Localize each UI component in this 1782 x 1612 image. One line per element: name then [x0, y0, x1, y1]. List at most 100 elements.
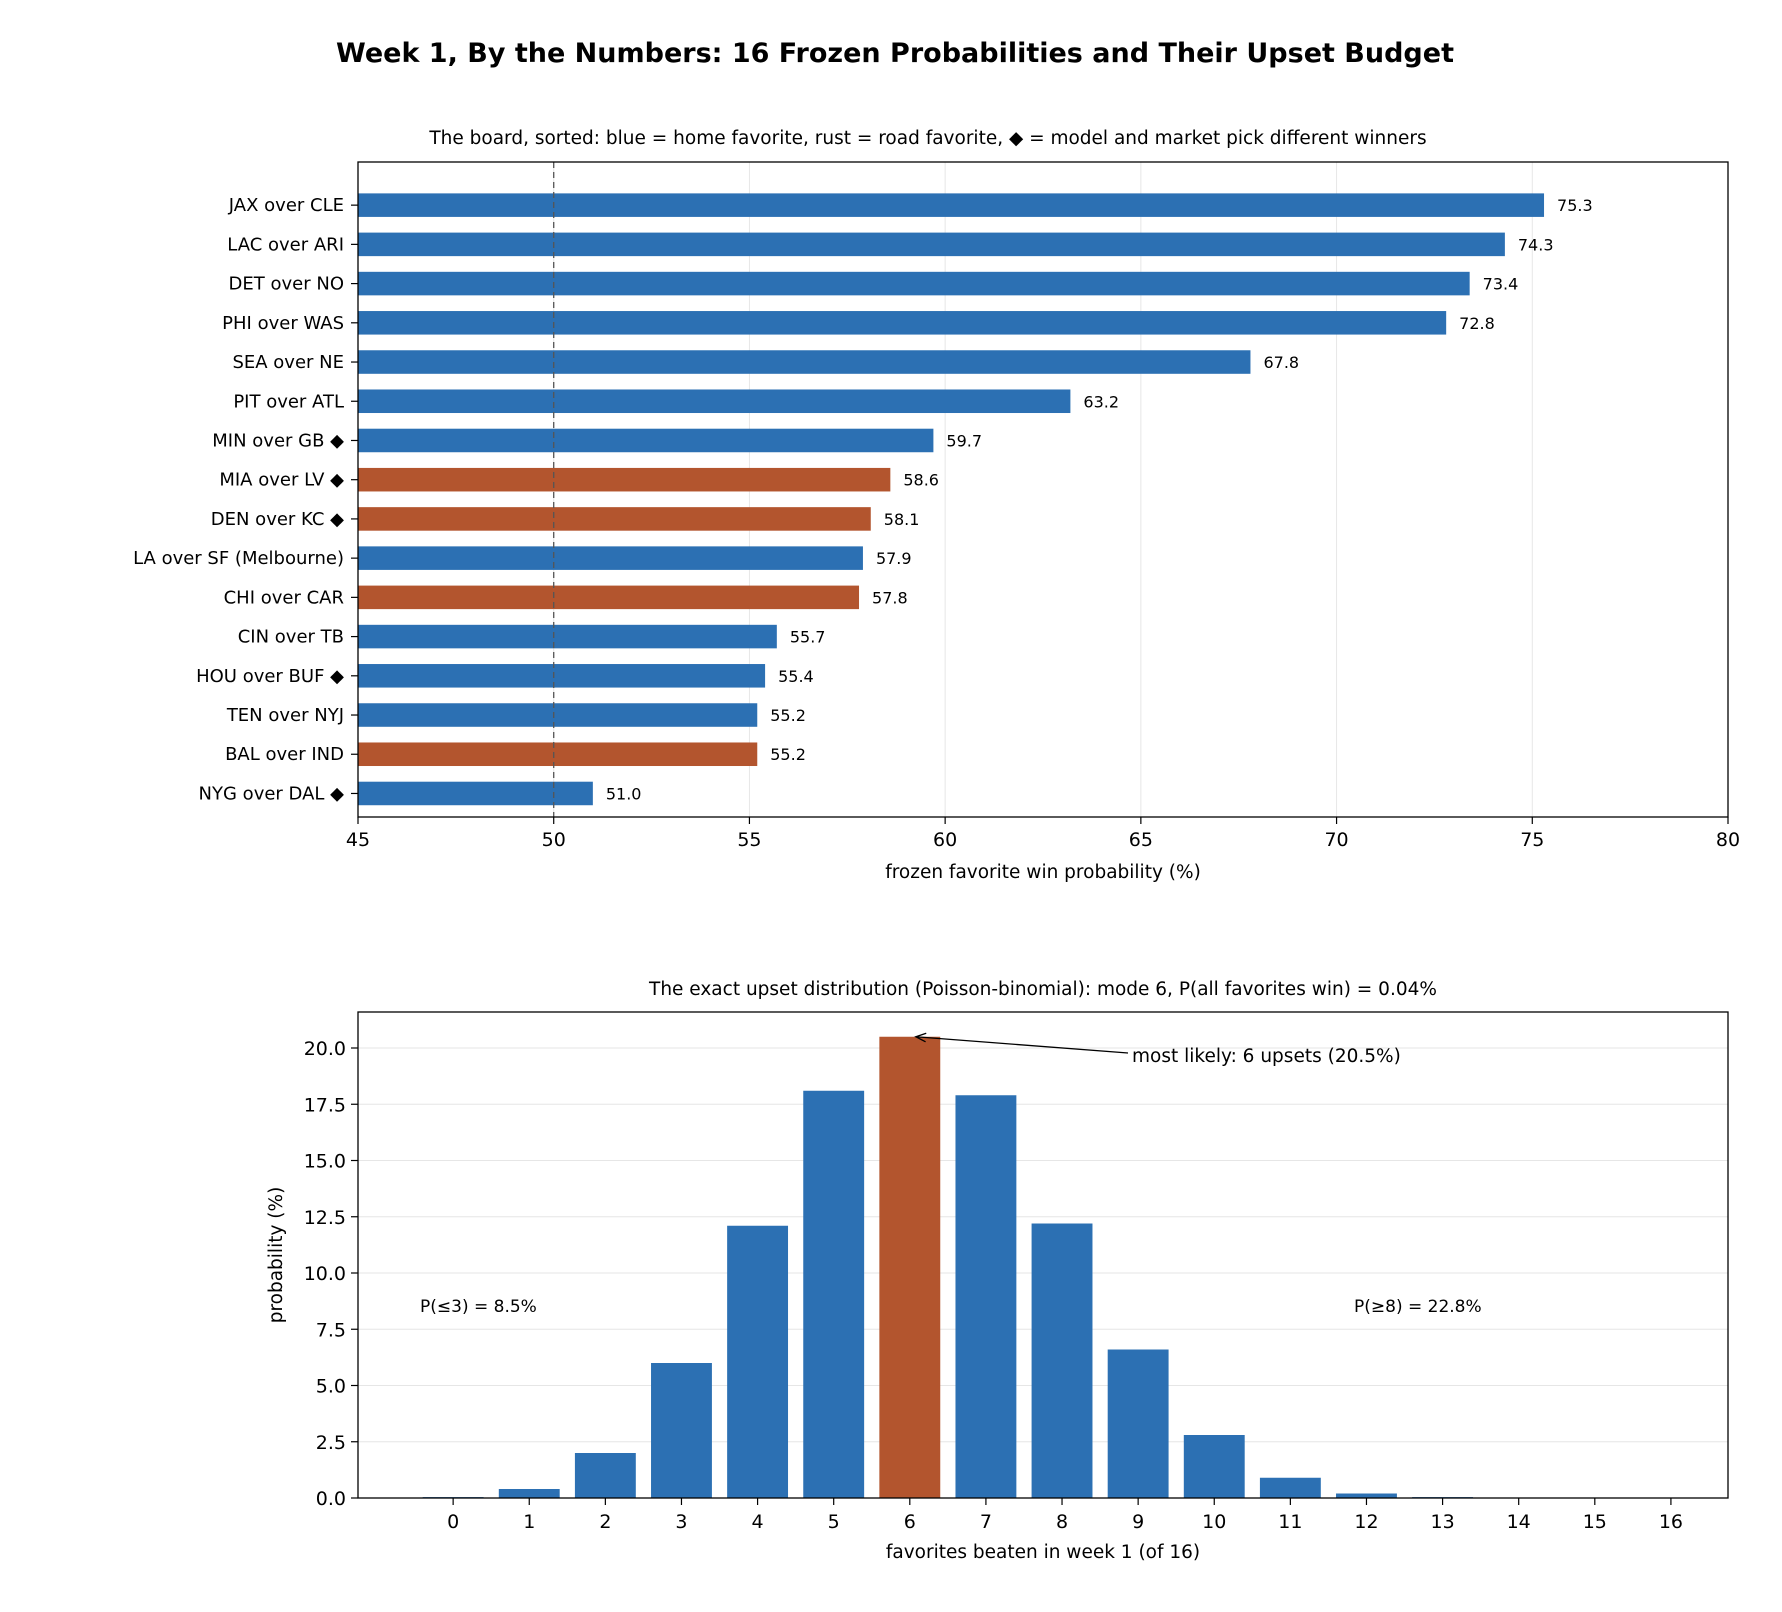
- bar-value-label: 67.8: [1263, 353, 1299, 372]
- top-category-labels: JAX over CLE LAC over ARI DET over NO PHI o…: [133, 195, 358, 804]
- bottom-bars: [422, 1036, 1550, 1498]
- bar-value-label: 58.1: [884, 510, 920, 529]
- top-plot-frame: [357, 161, 1729, 818]
- category-label: DEN over KC ◆: [211, 509, 344, 530]
- bar-12: [358, 664, 766, 688]
- top-chart-title: The board, sorted: blue = home favorite,…: [428, 128, 1426, 149]
- bar-value-label: 57.8: [872, 588, 908, 607]
- bar-4: [358, 350, 1251, 374]
- bar-5: [358, 389, 1071, 414]
- bar-1: [358, 232, 1505, 257]
- bottom-y-tick-label: 17.5: [304, 1094, 346, 1116]
- upset-bar-2: [574, 1453, 636, 1498]
- upset-bar-7: [955, 1095, 1017, 1498]
- category-label: BAL over IND: [225, 744, 344, 765]
- bottom-x-tick-label: 6: [904, 1511, 916, 1533]
- top-x-tick-label: 75: [1520, 829, 1544, 851]
- category-label: DET over NO: [229, 274, 344, 295]
- bottom-x-tick-label: 2: [599, 1511, 611, 1533]
- bottom-x-tick-label: 13: [1430, 1511, 1454, 1533]
- bar-11: [358, 624, 777, 649]
- upset-bar-11: [1259, 1477, 1321, 1498]
- bar-9: [358, 546, 863, 570]
- bar-3: [358, 311, 1447, 335]
- bar-value-label: 72.8: [1459, 314, 1495, 333]
- bottom-x-tick-label: 4: [752, 1511, 764, 1533]
- mode-annotation: most likely: 6 upsets (20.5%): [1132, 1046, 1401, 1067]
- upset-bar-9: [1107, 1349, 1169, 1498]
- bar-13: [358, 703, 758, 727]
- category-label: CIN over TB: [238, 627, 344, 648]
- upset-bar-10: [1183, 1435, 1245, 1498]
- bottom-x-tick-label: 10: [1202, 1511, 1226, 1533]
- bottom-y-ticks: 0.0 2.5 5.0 7.5 10.0 12.5 15.0 17.5 20.0: [304, 1038, 358, 1510]
- category-label: PHI over WAS: [222, 313, 344, 334]
- category-label: TEN over NYJ: [226, 705, 344, 726]
- bottom-x-tick-label: 9: [1132, 1511, 1144, 1533]
- top-x-tick-label: 70: [1324, 829, 1348, 851]
- bar-6: [358, 428, 934, 453]
- bottom-x-tick-label: 5: [828, 1511, 840, 1533]
- bottom-y-tick-label: 10.0: [304, 1263, 346, 1285]
- bar-value-label: 63.2: [1083, 392, 1119, 411]
- top-x-tick-label: 65: [1129, 829, 1153, 851]
- bar-2: [358, 271, 1470, 296]
- bar-0: [358, 193, 1545, 217]
- bottom-x-tick-label: 3: [675, 1511, 687, 1533]
- top-bars: [358, 193, 1545, 806]
- bar-value-label: 75.3: [1557, 196, 1593, 215]
- bottom-chart-title: The exact upset distribution (Poisson-bi…: [648, 979, 1437, 1000]
- bottom-y-tick-label: 7.5: [316, 1319, 346, 1341]
- bottom-y-tick-label: 0.0: [316, 1488, 346, 1510]
- category-label: JAX over CLE: [228, 195, 344, 216]
- upset-bar-5: [803, 1090, 865, 1498]
- bar-value-label: 58.6: [903, 471, 939, 490]
- bar-value-label: 74.3: [1518, 235, 1554, 254]
- bottom-y-tick-label: 5.0: [316, 1376, 346, 1398]
- top-x-tick-label: 45: [346, 829, 370, 851]
- top-x-tick-label: 55: [737, 829, 761, 851]
- top-x-ticks: 45 50 55 60 65 70 75 80: [346, 817, 1740, 851]
- bar-value-label: 51.0: [606, 784, 642, 803]
- bar-value-label: 55.2: [770, 706, 806, 725]
- category-label: LA over SF (Melbourne): [133, 548, 344, 569]
- bottom-chart: The exact upset distribution (Poisson-bi…: [266, 979, 1729, 1563]
- top-x-tick-label: 80: [1716, 829, 1740, 851]
- bar-15: [358, 781, 593, 806]
- bar-value-label: 57.9: [876, 549, 912, 568]
- upset-bar-6: [879, 1036, 941, 1498]
- bottom-x-tick-label: 12: [1354, 1511, 1378, 1533]
- upset-bar-3: [651, 1363, 712, 1498]
- bottom-x-axis-label: favorites beaten in week 1 (of 16): [886, 1542, 1200, 1563]
- bottom-x-tick-label: 1: [523, 1511, 535, 1533]
- upset-bar-4: [727, 1225, 789, 1498]
- bottom-x-tick-label: 14: [1507, 1511, 1531, 1533]
- bottom-y-tick-label: 15.0: [304, 1151, 346, 1173]
- bottom-y-tick-label: 20.0: [304, 1038, 346, 1060]
- category-label: NYG over DAL ◆: [199, 783, 345, 804]
- bottom-x-ticks: 0 1 2 3 4 5 6 7 8 9 10 11 12 13 14 15 16: [447, 1498, 1683, 1533]
- bar-value-label: 59.7: [946, 431, 982, 450]
- category-label: MIA over LV ◆: [219, 470, 344, 491]
- bottom-x-tick-label: 11: [1278, 1511, 1302, 1533]
- left-tail-annotation: P(≤3) = 8.5%: [420, 1297, 537, 1317]
- bottom-y-tick-label: 12.5: [304, 1207, 346, 1229]
- category-label: SEA over NE: [232, 352, 344, 373]
- top-x-tick-label: 50: [542, 829, 566, 851]
- top-value-labels: 75.3 74.3 73.4 72.8 67.8 63.2 59.7 58.6 58.1 57.9…: [606, 196, 1593, 803]
- top-chart: The board, sorted: blue = home favorite,…: [133, 128, 1740, 883]
- category-label: HOU over BUF ◆: [196, 666, 344, 687]
- bottom-x-tick-label: 15: [1583, 1511, 1607, 1533]
- mode-annotation-arrowhead: [914, 1032, 927, 1043]
- category-label: CHI over CAR: [224, 587, 344, 608]
- upset-bar-1: [498, 1489, 560, 1498]
- figure-title: Week 1, By the Numbers: 16 Frozen Probab…: [336, 38, 1454, 69]
- bar-value-label: 55.7: [790, 628, 826, 647]
- bar-8: [358, 507, 871, 531]
- bottom-plot-frame: [357, 1011, 1729, 1499]
- category-label: PIT over ATL: [233, 391, 344, 412]
- bottom-x-tick-label: 8: [1056, 1511, 1068, 1533]
- right-tail-annotation: P(≥8) = 22.8%: [1354, 1297, 1482, 1317]
- bottom-y-tick-label: 2.5: [316, 1432, 346, 1454]
